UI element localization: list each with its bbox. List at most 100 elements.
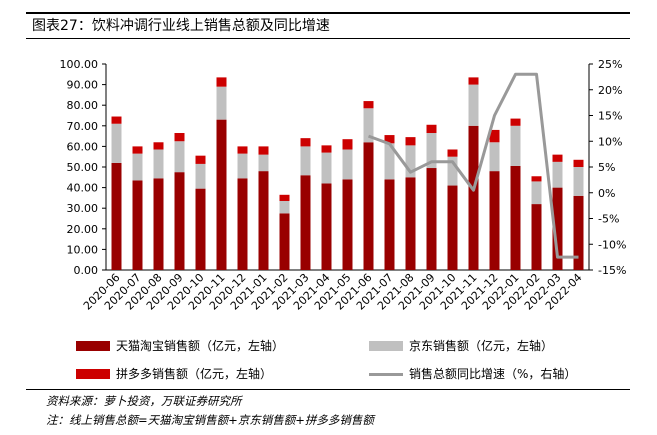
bar-segment-tmall <box>363 142 374 270</box>
bar-segment-tmall <box>153 178 164 270</box>
bar-segment-jd <box>573 167 584 196</box>
bar-segment-pdd <box>258 146 269 155</box>
y-left-tick-label: 80.00 <box>67 99 99 112</box>
bar-segment-jd <box>531 181 542 205</box>
bar-segment-tmall <box>468 125 479 270</box>
chart-title: 图表27：饮料冲调行业线上销售总额及同比增速 <box>32 18 330 34</box>
bar-segment-pdd <box>153 142 164 150</box>
bar-segment-pdd <box>405 137 416 146</box>
legend-swatch-pdd <box>76 369 110 379</box>
bar-segment-jd <box>216 86 227 120</box>
bar-segment-jd <box>195 163 206 189</box>
bar-segment-jd <box>405 145 416 178</box>
bar-segment-jd <box>552 161 563 188</box>
bar-segment-tmall <box>174 172 185 270</box>
bar-segment-jd <box>510 125 521 166</box>
bar-segment-tmall <box>300 175 311 270</box>
bar-segment-pdd <box>468 77 479 85</box>
bar-segment-jd <box>132 153 143 181</box>
bar-segment-tmall <box>321 183 332 270</box>
legend-line-yoy <box>369 373 403 376</box>
bar-segment-pdd <box>447 149 458 157</box>
bar-segment-pdd <box>300 138 311 147</box>
y-right-tick-label: 15% <box>598 110 622 123</box>
bar-segment-pdd <box>489 129 500 143</box>
bar-segment-pdd <box>174 133 185 142</box>
bar-segment-pdd <box>321 145 332 153</box>
bar-segment-tmall <box>531 204 542 270</box>
legend-swatch-jd <box>369 341 403 351</box>
y-left-tick-label: 20.00 <box>67 223 99 236</box>
note-line: 注：线上销售总额=天猫淘宝销售额+京东销售额+拼多多销售额 <box>46 413 374 427</box>
legend-label-tmall: 天猫淘宝销售额（亿元，左轴） <box>116 339 285 353</box>
footer-rule <box>26 389 630 390</box>
bar-segment-tmall <box>405 177 416 270</box>
bar-segment-jd <box>111 123 122 163</box>
bar-segment-tmall <box>237 178 248 270</box>
y-right-tick-label: 5% <box>598 161 615 174</box>
legend-swatch-tmall <box>76 341 110 351</box>
bar-segment-jd <box>426 133 437 169</box>
y-right-tick-label: 20% <box>598 84 622 97</box>
bar-segment-pdd <box>237 146 248 154</box>
bar-segment-jd <box>468 84 479 126</box>
bar-segment-pdd <box>531 176 542 182</box>
bar-segment-jd <box>489 142 500 172</box>
y-right-tick-label: -10% <box>598 238 626 251</box>
y-right-tick-label: 0% <box>598 187 615 200</box>
y-right-tick-label: -15% <box>598 264 626 277</box>
source-line: 资料来源：萝卜投资，万联证券研究所 <box>46 394 242 408</box>
title-bar: 图表27：饮料冲调行业线上销售总额及同比增速 <box>26 12 630 39</box>
bar-segment-tmall <box>132 180 143 270</box>
bar-segment-jd <box>342 149 353 180</box>
bar-segment-pdd <box>132 146 143 154</box>
bar-segment-tmall <box>195 188 206 270</box>
y-right-tick-label: 10% <box>598 135 622 148</box>
bar-segment-tmall <box>279 213 290 270</box>
y-left-tick-label: 70.00 <box>67 120 99 133</box>
bar-segment-jd <box>258 154 269 172</box>
legend-label-pdd: 拼多多销售额（亿元，左轴） <box>116 367 273 381</box>
bar-segment-tmall <box>111 162 122 270</box>
bar-segment-pdd <box>279 194 290 201</box>
y-left-tick-label: 10.00 <box>67 243 99 256</box>
bar-segment-tmall <box>384 179 395 270</box>
bar-segment-pdd <box>195 155 206 164</box>
bar-segment-pdd <box>426 124 437 134</box>
y-left-tick-label: 30.00 <box>67 202 99 215</box>
bar-segment-jd <box>279 200 290 214</box>
bar-segment-tmall <box>426 168 437 270</box>
bar-segment-pdd <box>342 139 353 150</box>
bar-segment-pdd <box>384 135 395 144</box>
bar-segment-pdd <box>552 154 563 162</box>
bar-segment-pdd <box>510 118 521 126</box>
bar-segment-jd <box>384 143 395 180</box>
y-left-tick-label: 100.00 <box>60 58 99 71</box>
bar-segment-tmall <box>216 119 227 271</box>
bar-segment-tmall <box>552 187 563 270</box>
bar-segment-tmall <box>510 165 521 270</box>
y-left-tick-label: 0.00 <box>74 264 99 277</box>
yoy-growth-line <box>367 72 579 259</box>
bar-segment-jd <box>174 141 185 173</box>
bar-segment-pdd <box>216 77 227 87</box>
y-left-tick-label: 40.00 <box>67 182 99 195</box>
bar-segment-jd <box>321 152 332 184</box>
bar-segment-pdd <box>573 159 584 167</box>
y-right-tick-label: 25% <box>598 58 622 71</box>
y-right-tick-label: -5% <box>598 213 619 226</box>
bar-segment-jd <box>153 149 164 179</box>
bar-segment-jd <box>300 146 311 176</box>
bar-segment-tmall <box>342 179 353 270</box>
bar-segment-tmall <box>447 185 458 270</box>
bar-segment-pdd <box>363 101 374 109</box>
bar-segment-jd <box>447 156 458 186</box>
bar-segment-jd <box>237 153 248 179</box>
y-left-tick-label: 50.00 <box>67 161 99 174</box>
y-left-tick-label: 90.00 <box>67 79 99 92</box>
bar-segment-tmall <box>489 171 500 270</box>
bar-segment-pdd <box>111 116 122 124</box>
bar-segment-tmall <box>573 195 584 270</box>
y-left-tick-label: 60.00 <box>67 140 99 153</box>
